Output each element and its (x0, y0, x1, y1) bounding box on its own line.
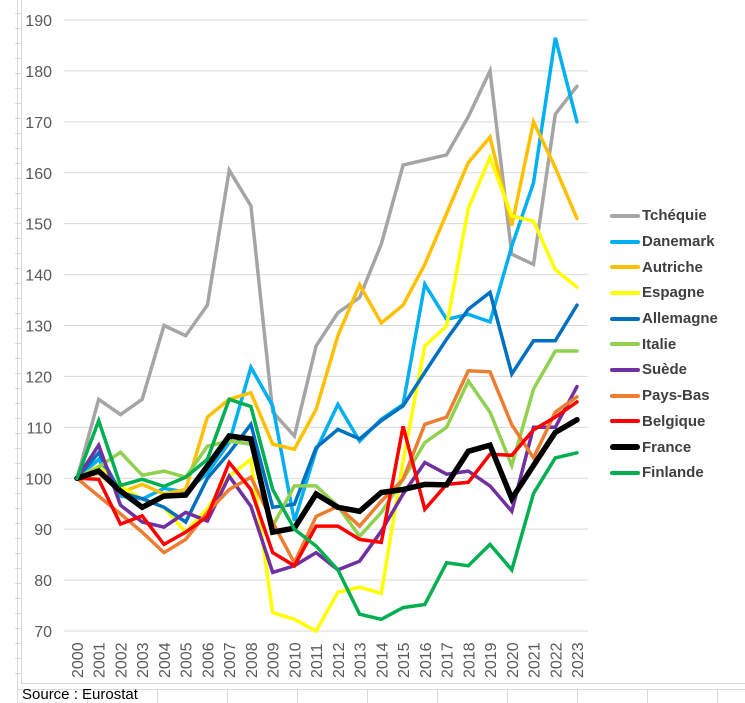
x-tick-label: 2000 (70, 642, 87, 678)
legend-swatch (610, 316, 640, 321)
legend-label: France (642, 438, 692, 456)
x-tick-label: 2004 (157, 642, 174, 678)
legend-label: Tchéquie (642, 207, 707, 225)
y-tick-label: 160 (25, 166, 52, 183)
legend-item: Finlande (610, 460, 745, 486)
y-tick-label: 80 (34, 573, 52, 590)
legend-item: Pays-Bas (610, 383, 745, 409)
x-tick-label: 2018 (461, 642, 478, 678)
x-tick-label: 2001 (92, 642, 109, 678)
x-tick-label: 2010 (287, 642, 304, 678)
legend-label: Allemagne (642, 310, 718, 328)
y-tick-label: 140 (25, 268, 52, 285)
legend: Tchéquie Danemark Autriche Espagne Allemagne… (610, 203, 745, 486)
legend-label: Autriche (642, 258, 703, 276)
series-line-france (74, 416, 580, 536)
legend-item: Belgique (610, 409, 745, 435)
y-tick-label: 90 (34, 522, 52, 539)
legend-item: Allemagne (610, 306, 745, 332)
legend-swatch (610, 419, 640, 424)
x-tick-label: 2003 (135, 642, 152, 678)
x-tick-label: 2009 (266, 642, 283, 678)
y-tick-label: 120 (25, 369, 52, 386)
y-tick-label: 180 (25, 64, 52, 81)
series-lines (74, 37, 580, 634)
legend-item: Tchéquie (610, 203, 745, 229)
x-tick-label: 2016 (418, 642, 435, 678)
series-line-danemark (75, 37, 579, 522)
legend-label: Belgique (642, 412, 706, 430)
x-tick-label: 2021 (527, 642, 544, 678)
y-tick-label: 150 (25, 217, 52, 234)
legend-swatch (610, 444, 640, 451)
x-tick-label: 2002 (113, 642, 130, 678)
legend-label: Finlande (642, 464, 704, 482)
legend-label: Pays-Bas (642, 387, 710, 405)
x-tick-label: 2012 (331, 642, 348, 678)
legend-item: France (610, 434, 745, 460)
x-tick-label: 2013 (353, 642, 370, 678)
legend-label: Espagne (642, 284, 705, 302)
x-tick-label: 2011 (309, 643, 326, 678)
x-tick-label: 2022 (548, 642, 565, 678)
legend-swatch (610, 213, 640, 218)
x-tick-label: 2007 (222, 642, 239, 678)
legend-item: Suède (610, 357, 745, 383)
x-tick-label: 2023 (570, 642, 587, 678)
legend-swatch (610, 367, 640, 372)
legend-swatch (610, 470, 640, 475)
legend-item: Italie (610, 331, 745, 357)
y-tick-label: 170 (25, 115, 52, 132)
legend-item: Danemark (610, 229, 745, 255)
legend-swatch (610, 239, 640, 244)
series-line-autriche (75, 116, 579, 496)
source-note: Source : Eurostat (22, 686, 138, 703)
y-tick-label: 110 (26, 420, 52, 437)
legend-item: Autriche (610, 254, 745, 280)
legend-label: Italie (642, 335, 677, 353)
series-line-allemagne (75, 289, 579, 525)
legend-swatch (610, 393, 640, 398)
legend-label: Danemark (642, 233, 715, 251)
y-tick-label: 130 (25, 319, 52, 336)
legend-swatch (610, 290, 640, 295)
legend-item: Espagne (610, 280, 745, 306)
legend-swatch (610, 342, 640, 347)
series-line-tchéquie (75, 64, 579, 481)
x-tick-label: 2017 (440, 642, 457, 678)
x-tick-label: 2020 (505, 642, 522, 678)
x-tick-label: 2005 (179, 642, 196, 678)
y-tick-label: 70 (34, 624, 52, 641)
series-line-italie (75, 349, 579, 540)
legend-swatch (610, 265, 640, 270)
x-tick-label: 2019 (483, 642, 500, 678)
x-tick-label: 2008 (244, 642, 261, 678)
spreadsheet-grid (15, 0, 745, 703)
y-tick-label: 100 (25, 471, 52, 488)
x-tick-label: 2015 (396, 642, 413, 678)
y-axis-tick-labels: 70 80 90 100 110 120 130 140 150 160 170 180 190 (25, 13, 52, 641)
x-axis-tick-labels: 2000 2001 2002 2003 2004 2005 2006 2007 2008 2009… (70, 642, 587, 678)
series-line-suède (75, 384, 579, 575)
gridlines (64, 19, 588, 632)
y-tick-label: 190 (25, 13, 52, 30)
series-line-finlande (75, 397, 579, 622)
series-line-pays-bas (75, 368, 579, 567)
x-tick-label: 2014 (374, 642, 391, 678)
legend-label: Suède (642, 361, 688, 379)
x-tick-label: 2006 (200, 642, 217, 678)
